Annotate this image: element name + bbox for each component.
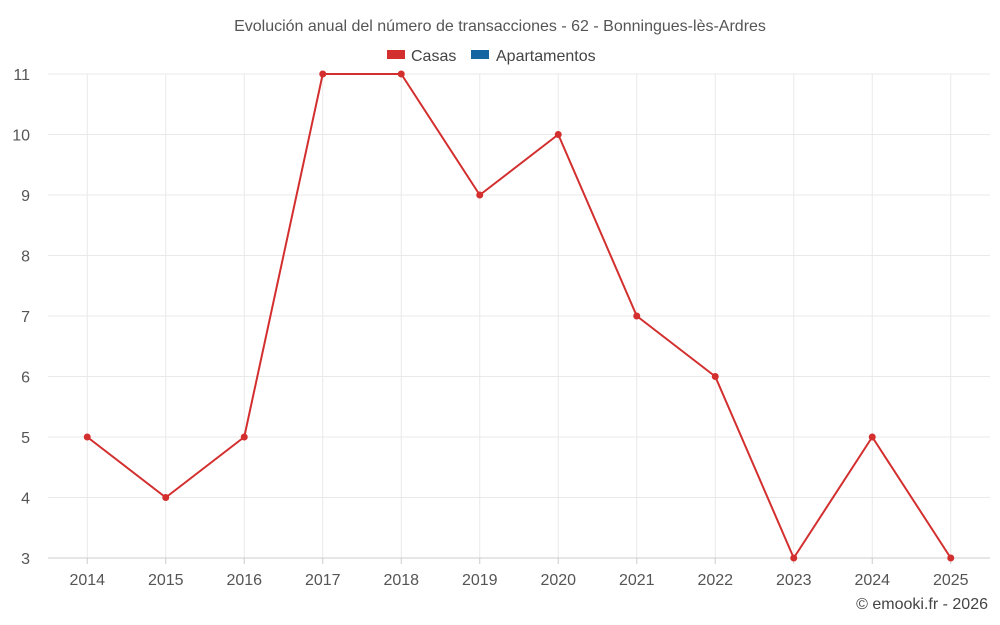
data-point[interactable] <box>947 554 955 562</box>
x-tick-label: 2025 <box>933 572 969 589</box>
data-point[interactable] <box>868 433 876 441</box>
y-tick-label: 10 <box>12 128 30 145</box>
x-tick-label: 2015 <box>148 572 184 589</box>
y-tick-label: 11 <box>13 67 30 84</box>
data-point[interactable] <box>162 494 170 501</box>
x-tick-label: 2022 <box>697 572 733 589</box>
data-point[interactable] <box>711 373 719 380</box>
x-tick-label: 2017 <box>305 572 341 589</box>
data-point[interactable] <box>83 433 91 441</box>
y-tick-label: 3 <box>21 551 30 568</box>
series-casas <box>83 70 955 562</box>
y-tick-label: 7 <box>21 309 30 326</box>
data-point[interactable] <box>240 433 248 441</box>
legend-label-apartamentos: Apartamentos <box>496 48 596 65</box>
legend-swatch-apartamentos <box>471 50 489 59</box>
x-tick-label: 2024 <box>854 572 890 589</box>
x-tick-label: 2018 <box>383 572 419 589</box>
y-tick-label: 9 <box>21 188 30 205</box>
data-point[interactable] <box>319 70 327 78</box>
data-point[interactable] <box>554 131 562 138</box>
data-point[interactable] <box>397 70 405 78</box>
series-line <box>86 73 952 559</box>
x-tick-label: 2021 <box>619 572 655 589</box>
x-tick-label: 2019 <box>462 572 498 589</box>
chart-title: Evolución anual del número de transaccio… <box>234 18 766 35</box>
x-tick-label: 2020 <box>540 572 576 589</box>
x-tick-label: 2023 <box>776 572 812 589</box>
legend-item-casas[interactable]: Casas <box>387 48 456 65</box>
axes: 3 4 5 6 7 8 9 10 11 2014 2015 2016 2017 2018 2019 2020 2… <box>12 67 990 589</box>
legend-swatch-casas <box>387 50 405 59</box>
legend-label-casas: Casas <box>411 48 456 65</box>
x-tick-label: 2016 <box>226 572 262 589</box>
legend: Casas Apartamentos <box>387 48 596 65</box>
data-point[interactable] <box>476 191 484 199</box>
data-point[interactable] <box>790 554 798 562</box>
legend-item-apartamentos[interactable]: Apartamentos <box>471 48 596 65</box>
y-tick-label: 5 <box>21 430 30 447</box>
copyright-footer: © emooki.fr - 2026 <box>856 596 988 613</box>
y-tick-label: 4 <box>21 491 30 508</box>
y-tick-label: 8 <box>21 249 30 266</box>
x-tick-label: 2014 <box>69 572 105 589</box>
y-tick-label: 6 <box>21 370 30 387</box>
data-point[interactable] <box>633 312 641 320</box>
grid <box>48 73 990 559</box>
